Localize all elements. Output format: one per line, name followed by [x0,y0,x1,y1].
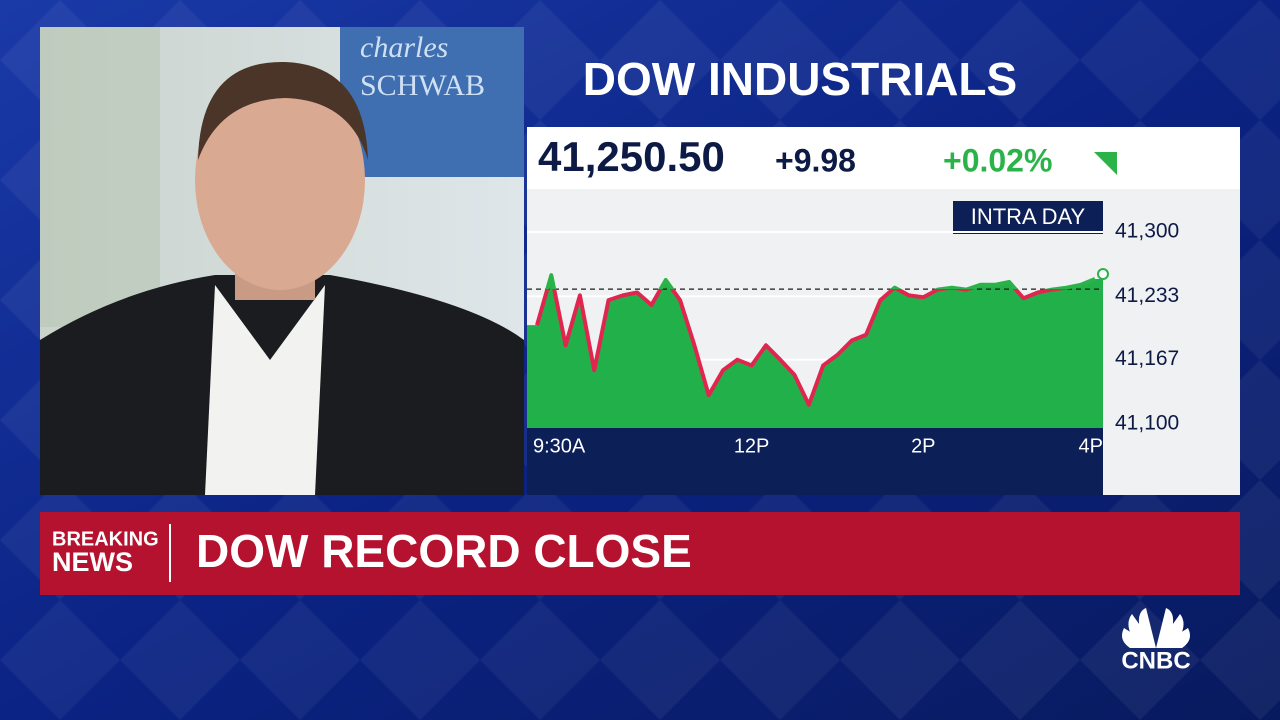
sign-text: charles [360,31,448,64]
hair [198,61,368,160]
quote-box [527,127,1240,189]
sign-text: SCHWAB [360,69,485,102]
headline: DOW RECORD CLOSE [196,525,692,577]
change: +9.98 [775,142,856,178]
logo-text: CNBC [1121,647,1190,674]
last-point [1097,268,1109,281]
x-tick-label: 2P [911,435,935,457]
x-axis-strip [527,428,1103,495]
x-tick-label: 12P [734,435,770,457]
line [535,273,1096,407]
y-axis-panel [1103,189,1240,495]
y-tick-label: 41,167 [1115,347,1179,370]
price: 41,250.50 [538,133,725,180]
x-tick-label: 4P [1079,435,1103,457]
face [195,70,365,290]
video: charles SCHWAB [40,27,524,495]
intraday-label: INTRA DAY [971,204,1086,229]
shirt [205,285,325,495]
title: DOW INDUSTRIALS [583,53,1017,105]
y-tick-label: 41,300 [1115,220,1179,243]
plant [40,27,160,327]
y-tick-label: 41,233 [1115,284,1179,307]
direction-arrow [1094,152,1117,175]
area [527,275,1103,428]
banner [40,512,1240,595]
intraday-badge [953,201,1103,234]
x-tick-label: 9:30A [533,435,586,457]
sign [340,27,524,177]
kicker: BREAKING [52,528,159,550]
kicker: NEWS [52,547,133,577]
y-tick-label: 41,100 [1115,412,1179,435]
percent: +0.02% [943,142,1052,178]
logo-peacock [1122,608,1190,648]
chart: 41,100 41,167 41,233 41,300 9:30A 12P 2P 4P [527,220,1179,457]
